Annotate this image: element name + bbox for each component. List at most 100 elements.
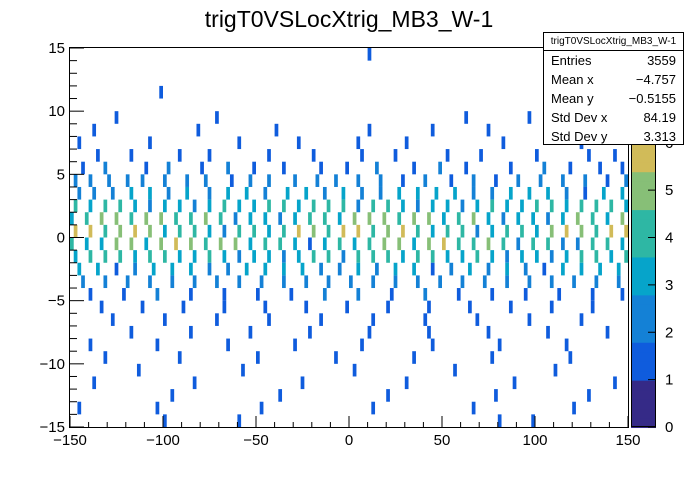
heatmap-bin [148, 275, 152, 289]
heatmap-bin [296, 250, 301, 263]
heatmap-bin [181, 300, 186, 314]
heatmap-bin [282, 250, 286, 263]
heatmap-bin [88, 250, 93, 263]
heatmap-bin [233, 212, 238, 225]
heatmap-bin [535, 250, 539, 263]
heatmap-bin [397, 212, 402, 225]
heatmap-bin [583, 186, 588, 200]
z-tick-label: 1 [665, 372, 673, 389]
y-tick-label: 0 [57, 230, 65, 247]
heatmap-bin [341, 186, 346, 200]
heatmap-bin [296, 199, 301, 213]
heatmap-bin [505, 262, 509, 276]
heatmap-bin [430, 199, 435, 213]
heatmap-bin [267, 199, 271, 213]
heatmap-bin [557, 288, 562, 301]
heatmap-bin [274, 123, 279, 137]
heatmap-bin [475, 199, 480, 213]
heatmap-bin [256, 288, 260, 301]
heatmap-bin [334, 351, 338, 364]
stat-value: 84.19 [643, 110, 676, 125]
heatmap-bin [605, 237, 610, 251]
heatmap-bin [415, 199, 420, 213]
heatmap-bin [252, 224, 256, 238]
x-tick-label: 150 [615, 432, 640, 449]
heatmap-bin [393, 262, 398, 276]
heatmap-bin [445, 149, 450, 162]
heatmap-bin [174, 237, 178, 251]
heatmap-bin [423, 288, 428, 301]
heatmap-bin [326, 250, 331, 263]
heatmap-bin [207, 186, 212, 200]
heatmap-bin [215, 275, 219, 289]
heatmap-bin [449, 174, 454, 187]
heatmap-bin [304, 300, 309, 314]
heatmap-bin [282, 275, 286, 289]
stat-row-mean-y: Mean y −0.5155 [544, 89, 683, 108]
heatmap-bin [613, 149, 617, 162]
x-tick-label: −100 [146, 432, 180, 449]
heatmap-bin [464, 161, 469, 175]
heatmap-bin [490, 224, 495, 238]
heatmap-bin [367, 325, 372, 339]
heatmap-bin [311, 199, 316, 213]
heatmap-bin [237, 250, 242, 263]
heatmap-bin [564, 199, 569, 213]
heatmap-bin [244, 186, 249, 200]
heatmap-bin [77, 186, 82, 200]
heatmap-bin [508, 186, 513, 200]
heatmap-bin [367, 123, 372, 137]
heatmap-bin [278, 212, 283, 225]
heatmap-bin [401, 250, 405, 263]
heatmap-bin [170, 275, 175, 289]
heatmap-bin [148, 136, 152, 150]
stat-value: 3.313 [643, 129, 676, 144]
heatmap-bin [192, 376, 197, 390]
heatmap-bin [163, 224, 167, 238]
heatmap-bin [226, 338, 230, 352]
color-scale-segment [631, 398, 656, 410]
heatmap-bin [129, 186, 134, 200]
heatmap-bin [337, 212, 342, 225]
heatmap-bin [471, 186, 476, 200]
heatmap-bin [114, 212, 119, 225]
heatmap-bin [505, 250, 509, 263]
heatmap-bin [237, 224, 242, 238]
heatmap-bin [490, 351, 495, 364]
heatmap-bin [549, 224, 554, 238]
heatmap-bin [118, 199, 123, 213]
heatmap-bin [322, 237, 327, 251]
heatmap-bin [464, 111, 469, 124]
heatmap-bin [92, 376, 97, 390]
heatmap-bin [382, 237, 387, 251]
heatmap-bin [159, 85, 163, 99]
heatmap-bin [624, 224, 628, 238]
heatmap-bin [360, 338, 364, 352]
heatmap-bin [293, 174, 297, 187]
heatmap-bin [155, 338, 160, 352]
heatmap-bin [144, 161, 149, 175]
heatmap-bin [616, 262, 621, 276]
y-tick-label: 10 [48, 103, 65, 120]
heatmap-bin [624, 199, 628, 213]
heatmap-bin [207, 199, 212, 213]
heatmap-bin [103, 275, 108, 289]
stat-label: Entries [551, 53, 592, 68]
heatmap-bin [583, 174, 588, 187]
heatmap-bin [490, 288, 495, 301]
heatmap-bin [163, 174, 167, 187]
heatmap-bin [404, 376, 409, 390]
heatmap-bin [267, 224, 271, 238]
heatmap-bin [430, 262, 435, 276]
heatmap-bin [356, 288, 361, 301]
y-tick-label: −15 [40, 419, 65, 436]
color-scale-segment [631, 142, 656, 154]
heatmap-bin [122, 288, 126, 301]
heatmap-bin [73, 199, 78, 213]
y-tick-label: −10 [40, 356, 65, 373]
color-scale-segment [631, 284, 656, 296]
heatmap-bin [203, 212, 208, 225]
heatmap-bin [423, 174, 428, 187]
heatmap-bin [497, 338, 502, 352]
heatmap-bin [620, 212, 625, 225]
